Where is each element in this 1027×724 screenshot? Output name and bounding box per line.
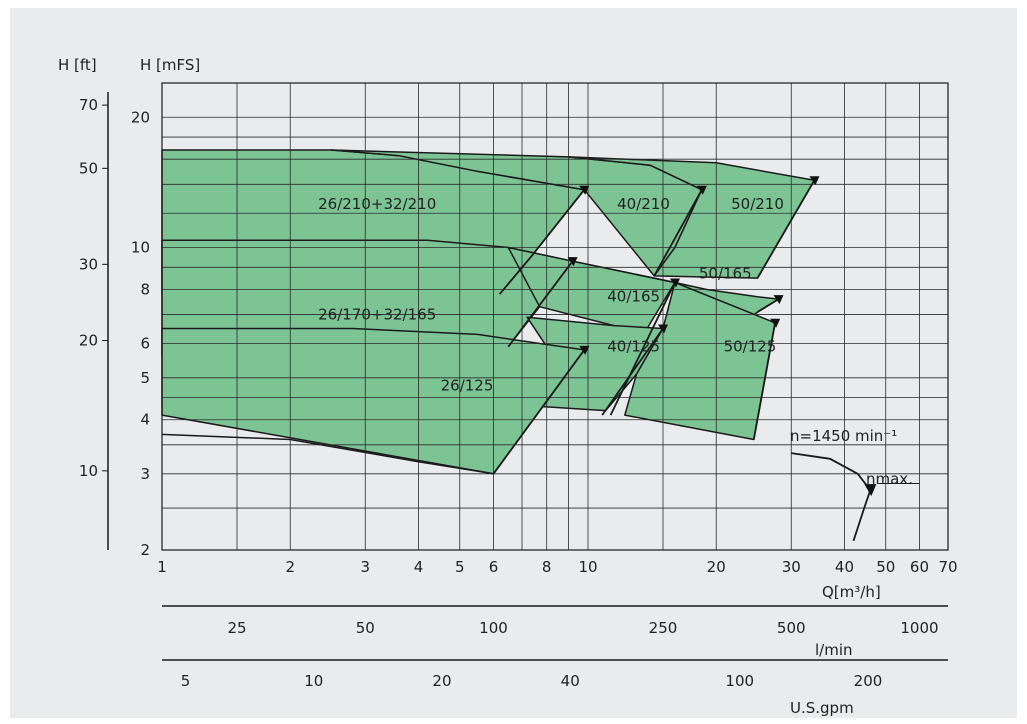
m3h-tick-label: 60 [910,558,929,576]
operating-limit-line [653,189,703,277]
operating-limit-line [492,349,586,475]
y-axis-label-ft: H [ft] [58,56,97,74]
mfs-tick-label: 6 [140,335,150,353]
m3h-tick-label: 2 [285,558,295,576]
region-label: 50/125 [724,338,777,356]
lmin-tick-label: 25 [227,619,246,637]
mfs-tick-label: 3 [140,465,150,483]
x-axis-label-m3h: Q[m³/h] [822,583,881,601]
mfs-tick-label: 2 [140,541,150,559]
lmin-tick-label: 250 [649,619,678,637]
eta-max-marker [773,295,784,305]
lower-envelope-curve [161,433,494,475]
gpm-tick-label: 40 [561,672,580,690]
eta-max-marker [658,324,669,334]
legend-eta-marker [864,484,877,497]
eta-max-marker [669,278,680,288]
gpm-tick-label: 100 [725,672,754,690]
operating-limit-line [756,179,816,279]
mfs-tick-label: 10 [131,239,150,257]
eta-max-marker [579,345,590,355]
lmin-tick-label: 100 [479,619,508,637]
region-label: 50/165 [699,265,752,283]
m3h-tick-label: 30 [782,558,801,576]
m3h-tick-label: 6 [489,558,499,576]
eta-max-marker [770,318,781,328]
gpm-tick-label: 5 [181,672,191,690]
gpm-tick-label: 10 [304,672,323,690]
m3h-tick-label: 1 [157,558,167,576]
region-26-125 [161,327,586,475]
m3h-tick-label: 10 [578,558,597,576]
gpm-tick-label: 200 [854,672,883,690]
m3h-tick-label: 5 [455,558,465,576]
region-label: 26/170+32/165 [318,306,436,324]
region-label: 40/165 [607,288,660,306]
mfs-tick-label: 4 [140,411,150,429]
operating-limit-line [752,322,776,440]
lmin-tick-label: 500 [777,619,806,637]
mfs-tick-label: 20 [131,108,150,126]
m3h-tick-label: 50 [876,558,895,576]
m3h-tick-label: 40 [835,558,854,576]
operating-limit-line [757,298,779,313]
m3h-tick-label: 8 [542,558,552,576]
m3h-tick-label: 4 [414,558,424,576]
eta-max-marker [696,185,707,195]
lmin-tick-label: 50 [356,619,375,637]
region-label: 26/210+32/210 [318,195,436,213]
mfs-tick-label: 5 [140,369,150,387]
y-axis-label-mfs: H [mFS] [140,56,200,74]
eta-max-label: ηmax. [866,470,913,488]
mfs-tick-label: 8 [140,280,150,298]
curves [161,176,920,542]
ft-tick-label: 20 [79,332,98,350]
ft-tick-label: 50 [79,159,98,177]
pump-regions [161,149,816,475]
m3h-tick-label: 3 [360,558,370,576]
ft-tick-label: 10 [79,462,98,480]
eta-max-marker [579,185,590,195]
legend-eta-curve [791,452,872,542]
eta-max-marker [809,176,820,186]
plot-frame [161,82,949,551]
gpm-tick-label: 20 [432,672,451,690]
m3h-tick-label: 20 [707,558,726,576]
lmin-tick-label: 1000 [900,619,938,637]
region-label: 50/210 [731,195,784,213]
region-labels: 26/210+32/210 40/210 50/210 26/170+32/165 40… [318,195,784,394]
region-label: 40/125 [607,338,660,356]
x-axis-label-lmin: l/min [815,641,853,659]
speed-label: n=1450 min⁻¹ [790,427,897,445]
ft-tick-label: 70 [79,96,98,114]
m3h-tick-label: 70 [938,558,957,576]
ft-tick-label: 30 [79,255,98,273]
operating-limit-line [601,327,664,416]
grid [161,82,949,551]
region-label: 26/125 [441,376,494,394]
operating-limit-line [609,282,676,416]
region-label: 40/210 [617,195,670,213]
x-axis-label-gpm: U.S.gpm [790,699,854,717]
eta-max-marker [567,257,578,267]
operating-limit-line [498,189,586,295]
operating-limit-line [507,260,574,348]
